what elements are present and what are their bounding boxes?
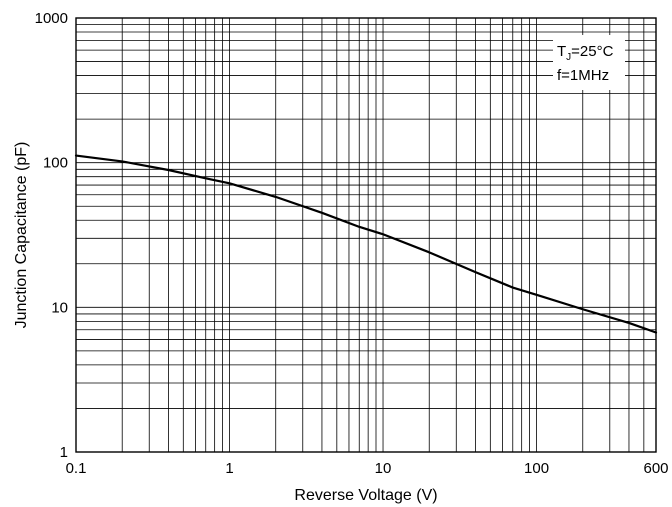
annotation-frequency: f=1MHz xyxy=(557,67,609,84)
y-tick-label: 1000 xyxy=(35,10,68,27)
annotation-temperature-subscript: J xyxy=(566,52,571,63)
annotation-temperature-main: T xyxy=(557,43,566,60)
x-tick-label: 1 xyxy=(225,460,233,477)
y-tick-label: 1 xyxy=(60,444,68,461)
y-axis-title: Junction Capacitance (pF) xyxy=(13,142,30,329)
x-tick-label: 100 xyxy=(524,460,549,477)
plot-frame xyxy=(75,17,657,453)
annotation-temperature-rest: =25°C xyxy=(571,43,613,60)
x-tick-label: 0.1 xyxy=(66,460,87,477)
x-axis-title: Reverse Voltage (V) xyxy=(294,487,437,504)
series-line-capacitance xyxy=(74,154,658,334)
annotation-box xyxy=(553,35,625,90)
y-tick-label: 100 xyxy=(43,155,68,172)
x-tick-label: 10 xyxy=(375,460,392,477)
grid-lines xyxy=(75,18,657,453)
annotation-temperature: TJ=25°C xyxy=(557,43,614,63)
x-tick-label: 600 xyxy=(643,460,668,477)
y-tick-label: 10 xyxy=(51,299,68,316)
